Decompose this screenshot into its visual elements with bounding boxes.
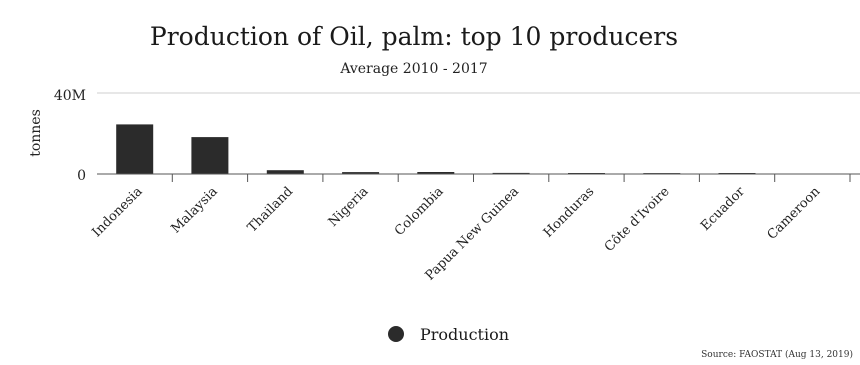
x-tick-label: Cameroon [765, 184, 824, 243]
x-tick-labels: Indonesia Malaysia Thailand Nigeria Colombia… [89, 184, 823, 284]
y-tick-label-max: 40M [54, 88, 86, 104]
bar-nigeria[interactable] [342, 172, 380, 174]
x-tick-label: Thailand [245, 184, 296, 235]
bar-papua-new-guinea[interactable] [492, 172, 530, 174]
bars [116, 124, 831, 174]
x-tick-label: Indonesia [89, 184, 145, 240]
bar-colombia[interactable] [417, 172, 455, 174]
source-note: Source: FAOSTAT (Aug 13, 2019) [701, 349, 853, 360]
chart-subtitle: Average 2010 - 2017 [339, 61, 487, 77]
bar-indonesia[interactable] [116, 124, 154, 174]
y-axis-label: tonnes [28, 109, 44, 157]
bar-malaysia[interactable] [191, 137, 229, 174]
chart-title: Production of Oil, palm: top 10 producer… [150, 22, 678, 51]
legend-label: Production [420, 325, 509, 344]
x-axis [97, 173, 860, 182]
x-tick-label: Colombia [392, 184, 447, 239]
x-tick-label: Côte d'Ivoire [602, 184, 673, 255]
bar-thailand[interactable] [266, 170, 304, 174]
y-tick-label-zero: 0 [77, 168, 86, 184]
x-tick-label: Ecuador [698, 184, 748, 234]
x-tick-label: Malaysia [168, 184, 220, 236]
x-tick-label: Nigeria [326, 184, 372, 230]
x-tick-label: Honduras [541, 184, 597, 240]
legend-marker [388, 326, 404, 342]
